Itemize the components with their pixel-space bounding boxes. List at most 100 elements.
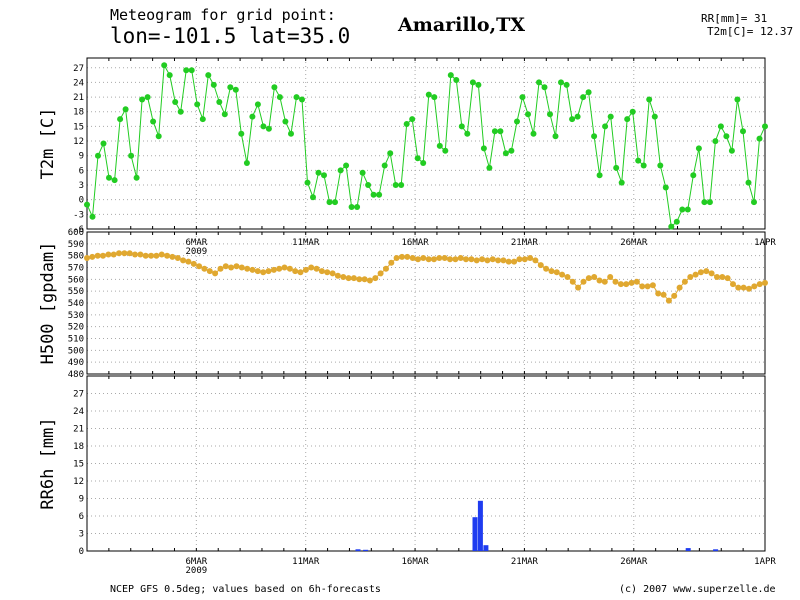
rr-total-readout: RR[mm]= 31 bbox=[701, 12, 768, 25]
y-axis-label: RR6h [mm] bbox=[38, 417, 58, 509]
t2m-point bbox=[299, 96, 305, 103]
x-tick-label: 11MAR bbox=[292, 238, 320, 248]
t2m-point bbox=[337, 167, 344, 174]
t2m-point bbox=[304, 179, 311, 186]
t2m-point bbox=[106, 174, 112, 181]
t2m-point bbox=[436, 142, 443, 149]
rr-bar bbox=[355, 549, 361, 552]
t2m-point bbox=[662, 184, 669, 191]
t2m-point bbox=[651, 113, 658, 120]
h500-point bbox=[580, 278, 587, 285]
y-axis-label: T2m [C] bbox=[38, 108, 58, 180]
t2m-point bbox=[161, 62, 168, 69]
h500-point bbox=[756, 281, 763, 288]
t2m-point bbox=[398, 182, 405, 188]
h500-point bbox=[244, 265, 251, 272]
t2m-point bbox=[315, 169, 322, 176]
t2m-point bbox=[288, 130, 294, 137]
h500-point bbox=[431, 256, 437, 263]
t2m-point bbox=[238, 130, 245, 137]
h500-point bbox=[377, 270, 384, 277]
h500-point bbox=[495, 257, 502, 264]
y-tick-label: 21 bbox=[73, 93, 84, 103]
h500-point bbox=[286, 265, 293, 272]
x-tick-label: 26MAR bbox=[620, 238, 648, 248]
h500-point bbox=[665, 297, 672, 304]
h500-point bbox=[762, 279, 768, 286]
t2m-point bbox=[243, 160, 250, 166]
h500-point bbox=[388, 259, 395, 266]
t2m-point bbox=[486, 164, 493, 171]
h500-point bbox=[596, 277, 603, 284]
h500-point bbox=[238, 264, 245, 271]
t2m-point bbox=[745, 179, 752, 186]
h500-point bbox=[719, 274, 726, 280]
x-tick-label: 21MAR bbox=[511, 238, 539, 248]
t2m-point bbox=[139, 96, 146, 103]
h500-point bbox=[537, 262, 544, 269]
panel-frame bbox=[86, 57, 766, 230]
t2m-point bbox=[370, 191, 377, 198]
h500-point bbox=[703, 268, 710, 275]
x-tick-label: 16MAR bbox=[402, 238, 430, 248]
h500-point bbox=[569, 278, 576, 285]
y-tick-label: 590 bbox=[68, 240, 84, 250]
y-tick-label: -6 bbox=[73, 225, 84, 235]
y-tick-label: 12 bbox=[73, 477, 84, 487]
t2m-point bbox=[563, 81, 570, 88]
h500-point bbox=[409, 255, 416, 261]
t2m-point bbox=[536, 79, 542, 86]
t2m-point bbox=[354, 204, 361, 210]
t2m-point bbox=[574, 113, 581, 120]
h500-point bbox=[660, 291, 667, 298]
t2m-point bbox=[679, 206, 686, 213]
t2m-point bbox=[188, 67, 195, 74]
y-tick-label: 24 bbox=[73, 407, 84, 417]
t2m-point bbox=[392, 182, 399, 188]
t2m-point bbox=[525, 111, 531, 118]
h500-point bbox=[89, 253, 96, 260]
y-tick-label: 480 bbox=[68, 370, 84, 380]
h500-point bbox=[457, 255, 464, 261]
h500-point bbox=[105, 251, 112, 258]
t2m-point bbox=[447, 72, 454, 79]
h500-point bbox=[201, 265, 208, 272]
h500-point bbox=[740, 284, 747, 291]
h500-point bbox=[575, 284, 582, 291]
y-tick-label: 12 bbox=[73, 137, 84, 147]
t2m-point bbox=[420, 160, 427, 166]
t2m-point bbox=[172, 99, 179, 105]
y-tick-label: 580 bbox=[68, 252, 84, 262]
t2m-point bbox=[756, 135, 763, 142]
t2m-point bbox=[387, 150, 394, 157]
h500-point bbox=[318, 268, 325, 275]
h500-point bbox=[649, 282, 656, 289]
h500-point bbox=[302, 266, 309, 273]
t2m-point bbox=[640, 162, 647, 169]
h500-point bbox=[142, 252, 149, 259]
h500-point bbox=[222, 263, 229, 270]
h500-point bbox=[185, 258, 192, 265]
t2m-point bbox=[232, 86, 239, 93]
h500-point bbox=[334, 272, 341, 279]
y-tick-label: 21 bbox=[73, 425, 84, 435]
t2m-point bbox=[607, 113, 614, 120]
t2m-point bbox=[740, 128, 746, 135]
h500-point bbox=[521, 256, 528, 263]
y-tick-label: 27 bbox=[73, 390, 84, 400]
t2m-point bbox=[629, 108, 636, 115]
h500-point bbox=[84, 255, 90, 261]
h500-point bbox=[425, 256, 432, 263]
t2m-point bbox=[480, 145, 487, 152]
t2m-point bbox=[117, 116, 124, 123]
t2m-point bbox=[365, 182, 372, 188]
h500-point bbox=[383, 265, 389, 272]
y-tick-label: 560 bbox=[68, 275, 84, 285]
h500-point bbox=[153, 252, 160, 259]
h500-point bbox=[148, 252, 155, 259]
y-tick-label: 15 bbox=[73, 122, 84, 132]
h500-point bbox=[436, 255, 443, 261]
h500-point bbox=[270, 266, 277, 273]
t2m-point bbox=[144, 94, 151, 101]
x-tick-label: 16MAR bbox=[402, 557, 430, 567]
